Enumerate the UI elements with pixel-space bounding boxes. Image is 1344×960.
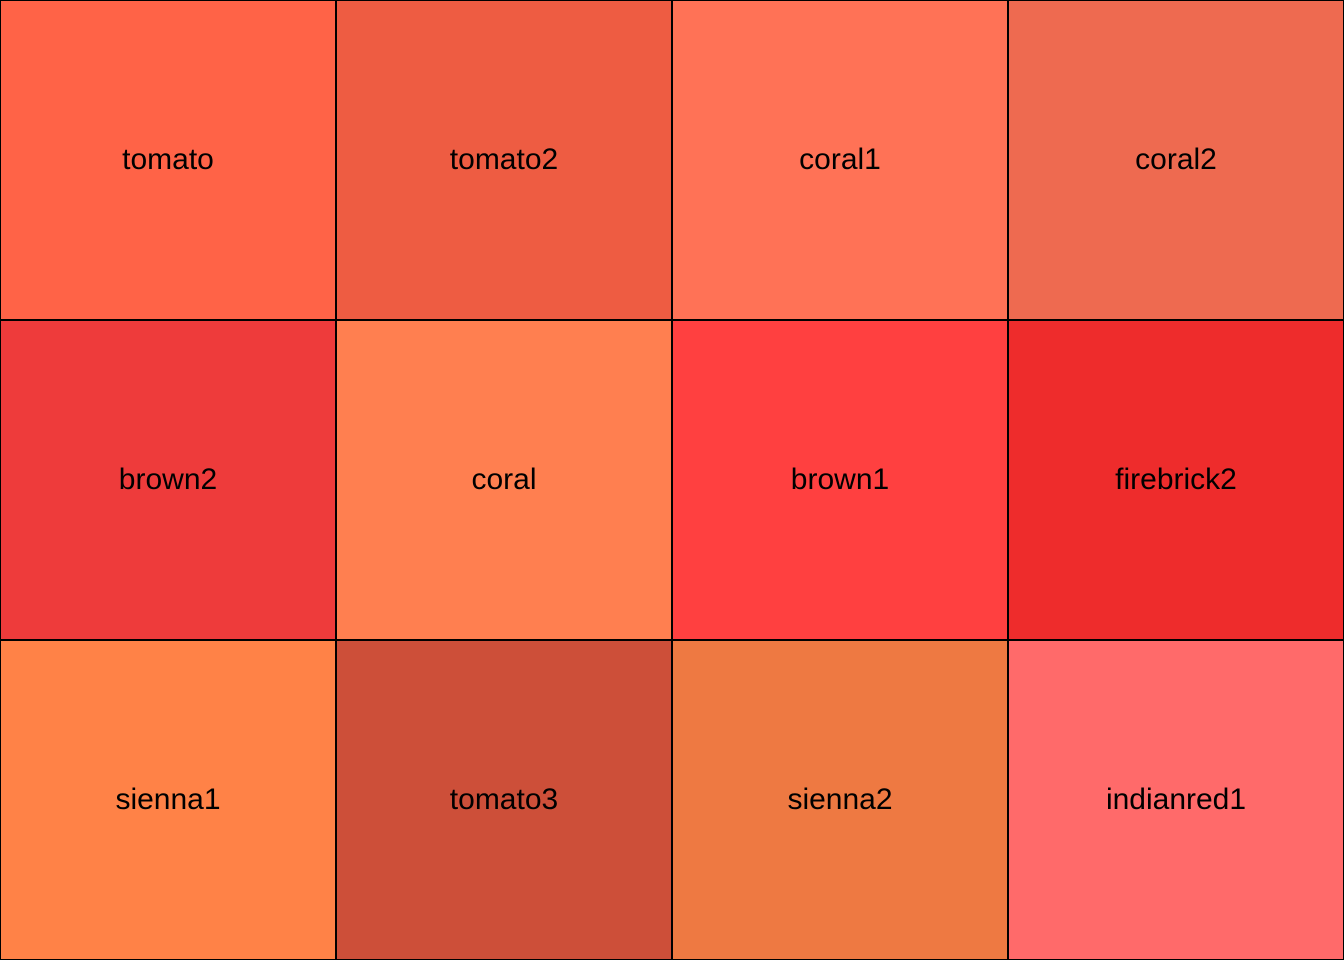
- swatch-coral2: coral2: [1008, 0, 1344, 320]
- swatch-coral1: coral1: [672, 0, 1008, 320]
- swatch-label: sienna1: [115, 783, 221, 816]
- swatch-label: indianred1: [1105, 783, 1247, 816]
- swatch-label: tomato3: [449, 783, 559, 816]
- swatch-tomato: tomato: [0, 0, 336, 320]
- swatch-label: firebrick2: [1115, 463, 1237, 496]
- swatch-label: coral1: [799, 143, 881, 176]
- swatch-brown2: brown2: [0, 320, 336, 640]
- swatch-sienna2: sienna2: [672, 640, 1008, 960]
- swatch-label: coral: [471, 463, 537, 496]
- swatch-sienna1: sienna1: [0, 640, 336, 960]
- swatch-brown1: brown1: [672, 320, 1008, 640]
- swatch-label: tomato: [122, 143, 214, 176]
- swatch-label: sienna2: [787, 783, 893, 816]
- swatch-label: brown1: [790, 463, 890, 496]
- swatch-label: brown2: [118, 463, 218, 496]
- swatch-label: coral2: [1135, 143, 1217, 176]
- swatch-coral: coral: [336, 320, 672, 640]
- swatch-label: tomato2: [449, 143, 559, 176]
- swatch-indianred1: indianred1: [1008, 640, 1344, 960]
- swatch-firebrick2: firebrick2: [1008, 320, 1344, 640]
- swatch-tomato3: tomato3: [336, 640, 672, 960]
- swatch-tomato2: tomato2: [336, 0, 672, 320]
